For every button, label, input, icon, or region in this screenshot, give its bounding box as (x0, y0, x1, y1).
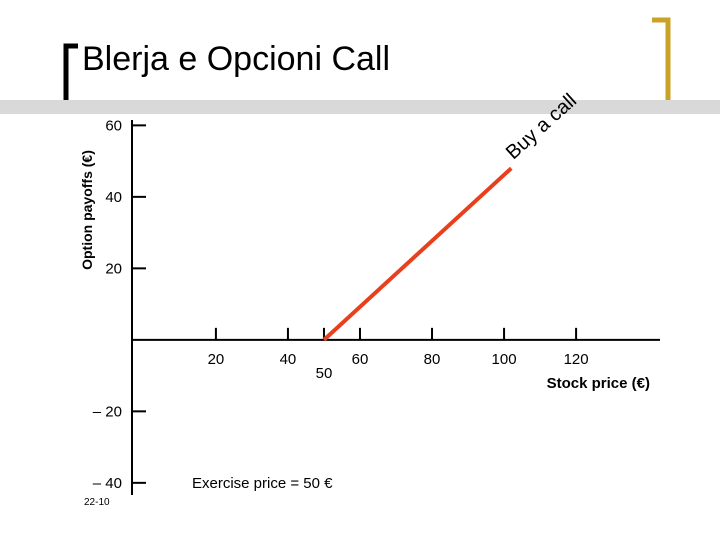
y-tick-label: – 40 (93, 475, 122, 492)
y-tick-label: – 20 (93, 403, 122, 420)
y-tick-label: 20 (105, 260, 122, 277)
x-tick-label: 120 (564, 351, 589, 368)
x-tick-label: 50 (316, 365, 333, 382)
x-tick-label: 100 (492, 351, 517, 368)
header-band (0, 100, 720, 114)
chart-title: Blerja e Opcioni Call (82, 40, 390, 78)
right-bracket (652, 17, 671, 100)
y-tick-label: 60 (105, 117, 122, 134)
x-tick-label: 40 (280, 351, 297, 368)
annotation: Exercise price = 50 € (192, 475, 333, 492)
payoff-line (322, 166, 513, 342)
y-axis-label: Option payoffs (€) (79, 150, 95, 270)
x-tick-label: 60 (352, 351, 369, 368)
x-tick-label: 80 (424, 351, 441, 368)
y-tick-label: 40 (105, 189, 122, 206)
x-axis-label: Stock price (€) (547, 375, 650, 392)
left-bracket (63, 43, 78, 100)
slide-number: 22-10 (84, 497, 110, 508)
x-tick-label: 20 (208, 351, 225, 368)
